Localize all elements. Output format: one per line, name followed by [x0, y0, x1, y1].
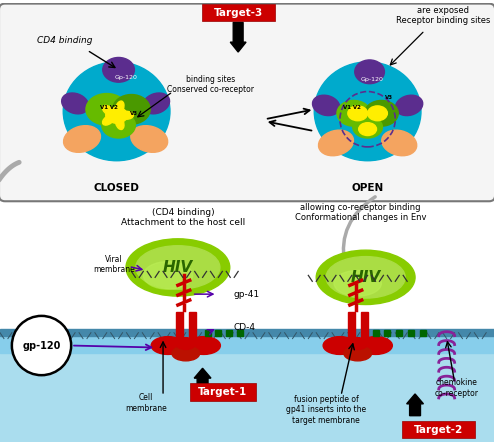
- FancyBboxPatch shape: [0, 4, 495, 201]
- Text: chemokine
co-receptor: chemokine co-receptor: [434, 378, 478, 398]
- Ellipse shape: [144, 262, 192, 289]
- Ellipse shape: [348, 338, 368, 349]
- Ellipse shape: [102, 115, 115, 125]
- Ellipse shape: [326, 257, 405, 298]
- Text: Gp-120: Gp-120: [115, 75, 138, 80]
- Ellipse shape: [382, 130, 416, 156]
- FancyArrow shape: [406, 394, 424, 416]
- Ellipse shape: [151, 336, 185, 354]
- Ellipse shape: [116, 116, 124, 129]
- Text: OPEN: OPEN: [352, 183, 384, 194]
- Circle shape: [12, 316, 71, 375]
- FancyBboxPatch shape: [402, 421, 475, 438]
- Text: CLOSED: CLOSED: [94, 183, 140, 194]
- Ellipse shape: [112, 94, 150, 124]
- Text: allowing co-receptor binding: allowing co-receptor binding: [300, 202, 421, 212]
- Ellipse shape: [368, 106, 388, 121]
- Text: are exposed: are exposed: [416, 6, 469, 15]
- Bar: [360, 312, 368, 338]
- Bar: [0, 336, 494, 353]
- Text: V3: V3: [130, 111, 138, 116]
- Ellipse shape: [348, 106, 368, 121]
- Text: gp-120: gp-120: [22, 340, 60, 351]
- Text: fusion peptide of
gp41 inserts into the
target membrane: fusion peptide of gp41 inserts into the …: [286, 395, 366, 425]
- Ellipse shape: [396, 95, 422, 116]
- Ellipse shape: [358, 336, 392, 354]
- Text: HIV: HIV: [163, 260, 193, 275]
- Text: binding sites: binding sites: [186, 75, 235, 84]
- Ellipse shape: [353, 116, 382, 138]
- Ellipse shape: [176, 338, 196, 349]
- Bar: [176, 312, 183, 338]
- Ellipse shape: [131, 125, 168, 152]
- Text: Target-2: Target-2: [414, 425, 464, 434]
- Bar: [0, 345, 494, 442]
- Ellipse shape: [62, 93, 88, 114]
- FancyBboxPatch shape: [202, 4, 274, 21]
- Ellipse shape: [364, 101, 398, 126]
- Ellipse shape: [344, 346, 372, 361]
- Text: Viral
membrane: Viral membrane: [93, 255, 134, 274]
- Ellipse shape: [355, 60, 384, 84]
- Ellipse shape: [358, 123, 376, 136]
- Ellipse shape: [187, 336, 220, 354]
- Ellipse shape: [103, 57, 134, 82]
- Ellipse shape: [106, 107, 128, 123]
- Ellipse shape: [318, 130, 354, 156]
- Text: Target-3: Target-3: [214, 8, 263, 17]
- Ellipse shape: [334, 271, 382, 296]
- Text: Conformational changes in Env: Conformational changes in Env: [295, 213, 426, 222]
- Ellipse shape: [120, 111, 134, 119]
- Ellipse shape: [116, 101, 124, 114]
- Text: Cell
membrane: Cell membrane: [126, 393, 167, 413]
- Text: Gp-120: Gp-120: [361, 77, 384, 82]
- Text: V3: V3: [386, 95, 394, 100]
- Ellipse shape: [316, 250, 415, 304]
- Ellipse shape: [337, 101, 370, 126]
- Text: HIV: HIV: [350, 270, 380, 285]
- Ellipse shape: [102, 105, 115, 116]
- Ellipse shape: [64, 125, 100, 152]
- Ellipse shape: [314, 62, 421, 161]
- Bar: [348, 312, 355, 338]
- Ellipse shape: [136, 246, 220, 289]
- Ellipse shape: [102, 112, 136, 138]
- Text: gp-41: gp-41: [233, 290, 260, 299]
- Ellipse shape: [86, 93, 128, 125]
- Bar: [188, 312, 196, 338]
- Ellipse shape: [312, 95, 340, 116]
- Text: Receptor binding sites: Receptor binding sites: [396, 16, 490, 25]
- Bar: [0, 329, 494, 336]
- Ellipse shape: [142, 93, 170, 114]
- FancyArrow shape: [230, 22, 246, 52]
- Text: Target-1: Target-1: [198, 387, 247, 397]
- Ellipse shape: [323, 336, 356, 354]
- Text: Conserved co-receptor: Conserved co-receptor: [167, 85, 254, 94]
- Text: (CD4 binding): (CD4 binding): [152, 208, 214, 217]
- FancyBboxPatch shape: [190, 383, 256, 401]
- FancyArrowPatch shape: [340, 197, 375, 263]
- Text: V1 V2: V1 V2: [100, 105, 117, 110]
- Text: CD4 binding: CD4 binding: [38, 36, 93, 44]
- Ellipse shape: [172, 346, 200, 361]
- FancyArrow shape: [194, 368, 211, 386]
- Text: CD-4: CD-4: [233, 323, 255, 332]
- Text: V1 V2: V1 V2: [343, 105, 360, 110]
- Ellipse shape: [126, 239, 230, 296]
- Text: Attachment to the host cell: Attachment to the host cell: [120, 218, 245, 227]
- Ellipse shape: [63, 62, 170, 161]
